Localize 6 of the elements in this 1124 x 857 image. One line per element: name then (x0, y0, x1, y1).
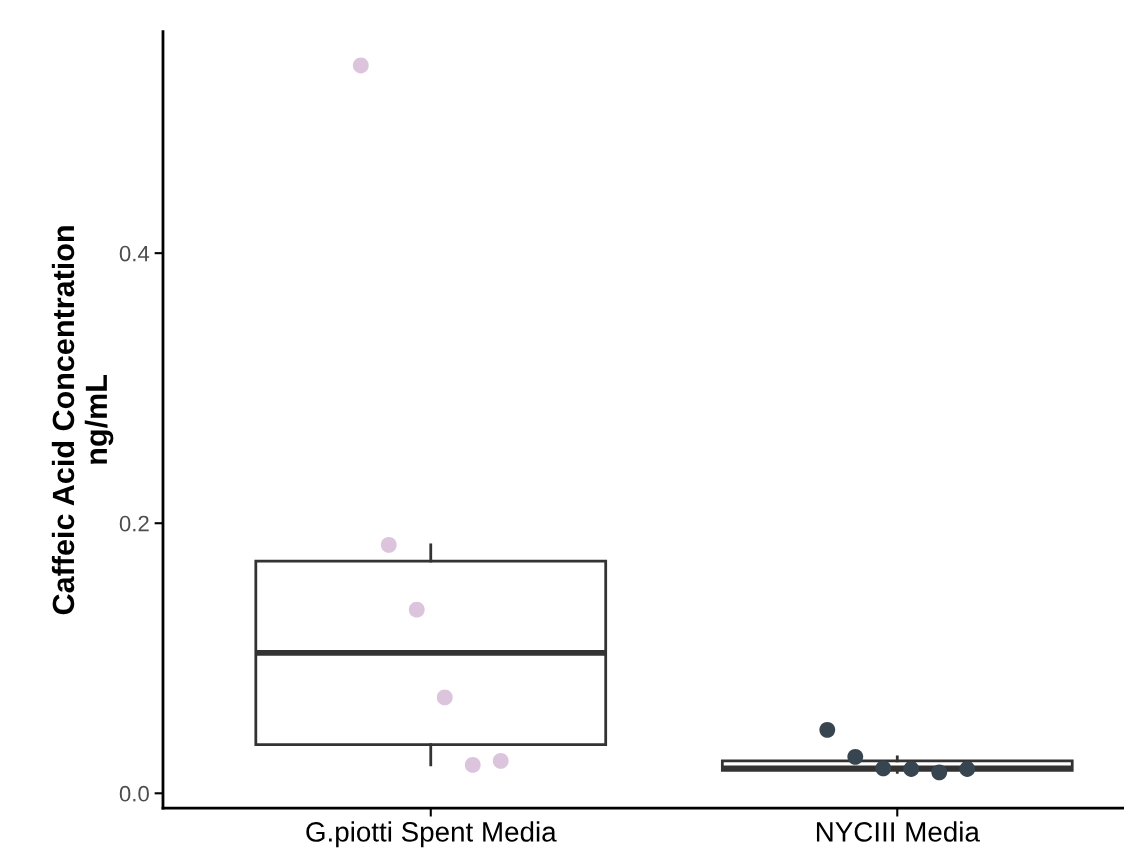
y-tick-label: 0.4 (119, 245, 150, 262)
x-tick-label: NYCIII Media (816, 821, 980, 842)
y-tick-label: 0.2 (119, 515, 149, 532)
x-tick-label: G.piotti Spent Media (306, 821, 557, 848)
y-tick-label: 0.0 (119, 785, 149, 802)
y-axis-title: Caffeic Acid Concentration ng/mL (51, 226, 114, 615)
